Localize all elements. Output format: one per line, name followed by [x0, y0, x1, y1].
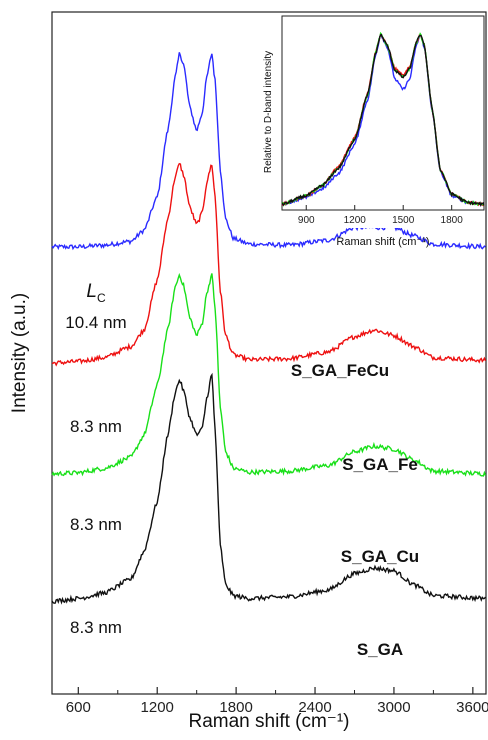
inset-y-axis-title: Relative to D-band intensity — [263, 51, 274, 173]
lc-header: LC — [86, 281, 106, 305]
main-series-lines — [51, 52, 487, 605]
lc-header-sub: C — [97, 291, 106, 305]
inset-plot-frame — [281, 15, 485, 211]
series-label-s-ga-fecu: S_GA_FeCu — [291, 361, 389, 380]
lc-header-main: L — [86, 281, 97, 302]
series-line-s-ga-fecu — [51, 52, 486, 251]
inset-x-tick-label: 1500 — [392, 215, 415, 226]
x-axis-title: Raman shift (cm⁻¹) — [189, 711, 350, 732]
inset-x-axis-title: Raman shift (cm⁻¹) — [336, 236, 429, 248]
x-tick-label: 1800 — [219, 699, 252, 716]
crystallite-size-label: 8.3 nm — [70, 515, 122, 534]
series-label-s-ga-fe: S_GA_Fe — [342, 455, 418, 474]
y-axis-title: Intensity (a.u.) — [9, 293, 30, 413]
x-tick-label: 600 — [66, 699, 91, 716]
main-series-labels: S_GA_FeCu 10.4 nm S_GA_Fe 8.3 nm S_GA_Cu 8.3 … — [65, 313, 419, 659]
x-tick-label: 3600 — [456, 699, 488, 716]
main-x-ticks: 600 1200 1800 2400 3000 3600 — [66, 687, 488, 716]
series-line-s-ga — [51, 372, 487, 605]
inset-series-line — [281, 33, 485, 207]
x-tick-label: 2400 — [298, 699, 331, 716]
crystallite-size-label: 8.3 nm — [70, 618, 122, 637]
main-plot-frame — [51, 11, 487, 695]
x-tick-label: 1200 — [141, 699, 174, 716]
crystallite-size-label: 8.3 nm — [70, 417, 122, 436]
inset-x-tick-label: 1800 — [441, 215, 464, 226]
inset-x-ticks: 900 1200 1500 1800 — [298, 205, 463, 226]
series-line-s-ga-cu — [51, 272, 487, 477]
inset-x-tick-label: 900 — [298, 215, 315, 226]
inset-series-lines — [281, 31, 485, 207]
inset-x-tick-label: 1200 — [344, 215, 367, 226]
series-line-s-ga-fe — [51, 162, 487, 367]
series-label-s-ga: S_GA — [357, 640, 403, 659]
x-tick-label: 3000 — [377, 699, 410, 716]
crystallite-size-label: 10.4 nm — [65, 313, 126, 332]
series-label-s-ga-cu: S_GA_Cu — [341, 547, 419, 566]
